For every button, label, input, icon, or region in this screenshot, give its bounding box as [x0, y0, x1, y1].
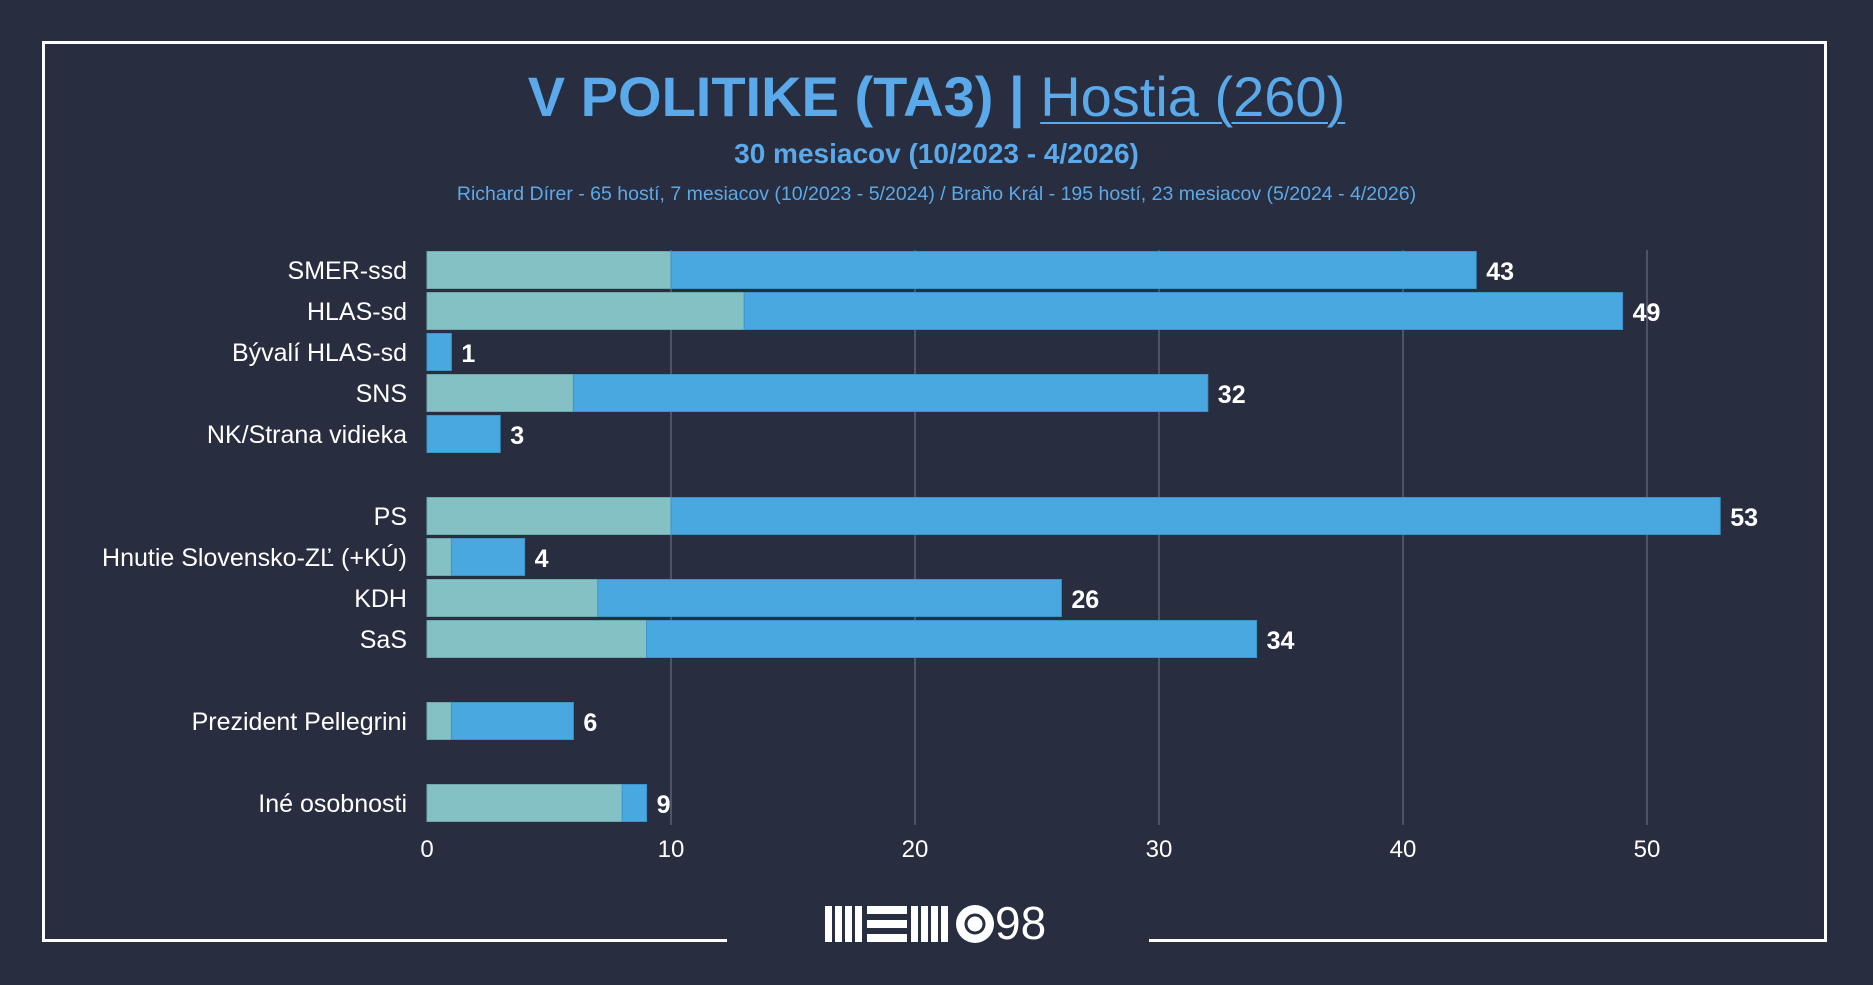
memo-mark	[825, 905, 994, 943]
x-tick-label: 30	[1146, 836, 1173, 863]
x-tick-label: 40	[1390, 836, 1417, 863]
category-label: SaS	[360, 626, 407, 654]
category-label: SMER-ssd	[288, 257, 407, 285]
chart-title: V POLITIKE (TA3) | Hostia (260)	[0, 62, 1873, 132]
category-label: SNS	[356, 380, 407, 408]
data-label: 32	[1218, 381, 1246, 409]
bar-segment	[743, 292, 1624, 330]
bar-segment	[450, 538, 526, 576]
category-label: PS	[374, 503, 407, 531]
bar-segment	[426, 784, 623, 822]
memo98-logo: 98	[825, 902, 1046, 948]
data-label: 34	[1267, 627, 1295, 655]
data-label: 1	[461, 340, 475, 368]
chart-note: Richard Dírer - 65 hostí, 7 mesiacov (10…	[456, 183, 1417, 205]
bar-segment	[426, 538, 452, 576]
bar-segment	[426, 415, 501, 453]
bar-segment	[646, 620, 1258, 658]
bar-segment	[426, 620, 648, 658]
data-label: 53	[1730, 504, 1758, 532]
category-label: KDH	[354, 585, 407, 613]
category-label: Prezident Pellegrini	[192, 708, 407, 736]
bar-segment	[572, 374, 1209, 412]
chart-subtitle: 30 mesiacov (10/2023 - 4/2026)	[734, 138, 1139, 169]
bar-segment	[597, 579, 1062, 617]
bar-segment	[670, 251, 1477, 289]
category-label: Iné osobnosti	[258, 790, 407, 818]
bar-segment	[426, 333, 452, 371]
title-link[interactable]: Hostia (260)	[1040, 65, 1346, 128]
category-label: Bývalí HLAS-sd	[232, 339, 407, 367]
bar-segment	[670, 497, 1721, 535]
bar-segment	[426, 702, 452, 740]
title-main: V POLITIKE (TA3) |	[527, 65, 1025, 128]
category-label: NK/Strana vidieka	[207, 421, 407, 449]
x-tick-label: 0	[420, 836, 433, 863]
logo-ring	[964, 913, 986, 935]
x-tick-label: 10	[658, 836, 685, 863]
bar-segment	[426, 579, 599, 617]
data-label: 49	[1633, 299, 1661, 327]
category-label: HLAS-sd	[307, 298, 407, 326]
data-label: 4	[535, 545, 549, 573]
category-label: Hnutie Slovensko-ZĽ (+KÚ)	[102, 543, 407, 572]
data-label: 3	[510, 422, 524, 450]
bar-segment	[450, 702, 574, 740]
logo-number: 98	[995, 902, 1046, 948]
data-label: 6	[583, 709, 597, 737]
bar-segment	[426, 251, 672, 289]
data-label: 43	[1486, 258, 1514, 286]
bar-segment	[426, 374, 574, 412]
x-tick-label: 20	[902, 836, 929, 863]
bar-segment	[621, 784, 648, 822]
x-tick-label: 50	[1634, 836, 1661, 863]
bar-segment	[426, 292, 745, 330]
data-label: 9	[657, 791, 671, 819]
data-label: 26	[1071, 586, 1099, 614]
bar-segment	[426, 497, 672, 535]
